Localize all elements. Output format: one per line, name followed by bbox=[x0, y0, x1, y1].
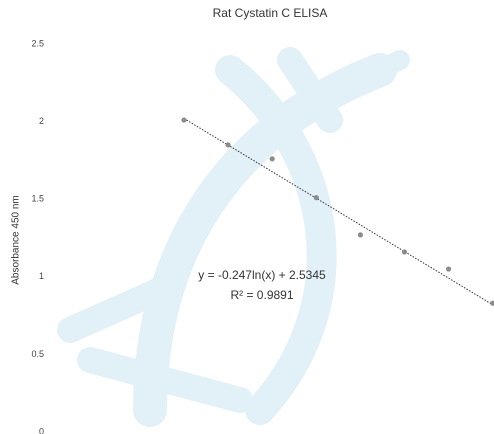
data-point bbox=[314, 195, 319, 200]
y-tick-label: 2.5 bbox=[31, 38, 44, 48]
data-point bbox=[226, 142, 231, 147]
data-point bbox=[358, 232, 363, 237]
watermark bbox=[70, 60, 400, 410]
chart: Rat Cystatin C ELISA Absorbance 450 nm y… bbox=[0, 0, 494, 434]
y-tick-label: 0.5 bbox=[31, 349, 44, 359]
trendline-equation: y = -0.247ln(x) + 2.5345 bbox=[198, 268, 326, 282]
y-axis-title: Absorbance 450 nm bbox=[11, 195, 22, 285]
data-point bbox=[181, 117, 186, 122]
y-tick-label: 2 bbox=[39, 116, 44, 126]
trendline-r-squared: R² = 0.9891 bbox=[230, 288, 293, 302]
y-tick-label: 1 bbox=[39, 271, 44, 281]
data-point bbox=[446, 266, 451, 271]
data-point bbox=[490, 301, 494, 306]
chart-title: Rat Cystatin C ELISA bbox=[213, 6, 328, 20]
y-tick-label: 1.5 bbox=[31, 194, 44, 204]
y-tick-label: 0 bbox=[39, 426, 44, 434]
data-point bbox=[270, 156, 275, 161]
data-point bbox=[402, 249, 407, 254]
